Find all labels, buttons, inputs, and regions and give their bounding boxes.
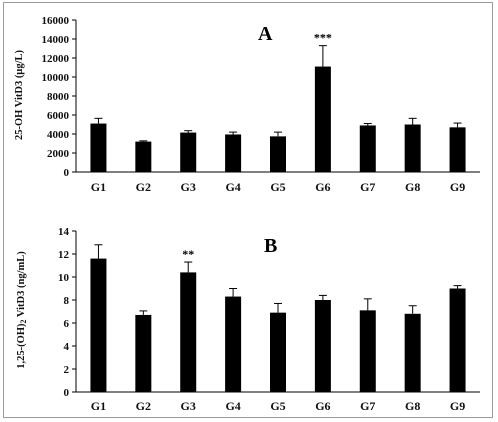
- panel-a-x-tick-label: G5: [270, 180, 285, 194]
- panel-b-bar: [135, 314, 152, 392]
- panel-b-bar: [314, 300, 331, 392]
- panel-a-y-tick-label: 10000: [42, 72, 70, 84]
- panel-b-y-tick-label: 6: [64, 318, 70, 330]
- panel-a-x-tick-label: G2: [136, 180, 151, 194]
- panel-a-y-tick-label: 6000: [47, 110, 70, 122]
- panel-a-bar: [270, 136, 286, 172]
- panel-b-label: B: [264, 235, 277, 257]
- panel-a-x-tick-label: G1: [91, 180, 106, 194]
- panel-b-bar: [180, 272, 197, 392]
- panel-b-x-tick-label: G9: [450, 399, 465, 413]
- panel-b-x-tick-label: G8: [405, 399, 420, 413]
- panel-a-x-tick-label: G7: [360, 180, 375, 194]
- panel-a-x-tick-label: G3: [181, 180, 196, 194]
- panel-a-bar: [404, 124, 421, 172]
- panel-a-bar: [180, 132, 197, 172]
- panel-b-chart: B 1,25-(OH)2 VitD3 (ng/mL) 0 2 4 6 8 10 12 14 G1…: [16, 226, 480, 413]
- panel-a-bar: [135, 141, 152, 172]
- panel-b-y-tick-label: 12: [58, 249, 70, 261]
- panel-a-label: A: [258, 23, 273, 45]
- panel-a-bar: [449, 127, 466, 172]
- panel-b-x-tick-label: G4: [225, 399, 240, 413]
- panel-b-bar: [225, 296, 242, 392]
- panel-a-x-tick-label: G6: [315, 180, 330, 194]
- panel-a-x-tick-label: G9: [450, 180, 465, 194]
- panel-a-x-tick-label: G8: [405, 180, 420, 194]
- panel-a-bar: [314, 66, 331, 172]
- panel-a-y-tick-label: 8000: [47, 91, 70, 103]
- panel-a-bar: [225, 134, 242, 172]
- panel-b-y-tick-label: 2: [64, 364, 70, 376]
- panel-a-bar: [359, 125, 376, 172]
- panel-b-bar: [270, 312, 286, 392]
- panel-b-bar: [90, 258, 107, 392]
- panel-a-x-tick-label: G4: [225, 180, 240, 194]
- panel-a-y-tick-label: 0: [64, 167, 70, 179]
- panel-a-y-tick-label: 14000: [42, 34, 70, 46]
- panel-b-y-tick-label: 8: [64, 295, 70, 307]
- panel-b-bar: [359, 310, 376, 392]
- panel-a-significance-marker: ***: [314, 31, 332, 45]
- panel-b-x-tick-label: G7: [360, 399, 375, 413]
- panel-b-bar: [449, 288, 466, 392]
- panel-b-y-tick-label: 4: [64, 341, 70, 353]
- panel-b-x-tick-label: G2: [136, 399, 151, 413]
- panel-a-chart: A 25-OH VitD3 (µg/L) 0 2000 4000 6000 8000 10…: [14, 15, 480, 194]
- panel-b-x-tick-label: G5: [270, 399, 285, 413]
- panel-b-y-tick-label: 10: [58, 272, 70, 284]
- panel-b-bar: [404, 313, 421, 392]
- panel-a-y-tick-label: 16000: [42, 15, 70, 27]
- panel-a-y-tick-label: 4000: [47, 129, 70, 141]
- panel-b-x-tick-label: G3: [181, 399, 196, 413]
- panel-a-y-axis-label: 25-OH VitD3 (µg/L): [14, 49, 25, 140]
- panel-b-significance-marker: **: [182, 247, 194, 261]
- panel-b-x-tick-label: G6: [315, 399, 330, 413]
- panel-b-y-tick-label: 0: [64, 387, 70, 399]
- panel-b-y-axis-label: 1,25-(OH)2 VitD3 (ng/mL): [16, 251, 28, 369]
- panel-a-y-tick-label: 12000: [42, 53, 70, 65]
- panel-b-y-tick-label: 14: [58, 226, 70, 238]
- panel-b-x-tick-label: G1: [91, 399, 106, 413]
- panel-a-bar: [90, 123, 107, 172]
- panel-a-y-tick-label: 2000: [47, 148, 70, 160]
